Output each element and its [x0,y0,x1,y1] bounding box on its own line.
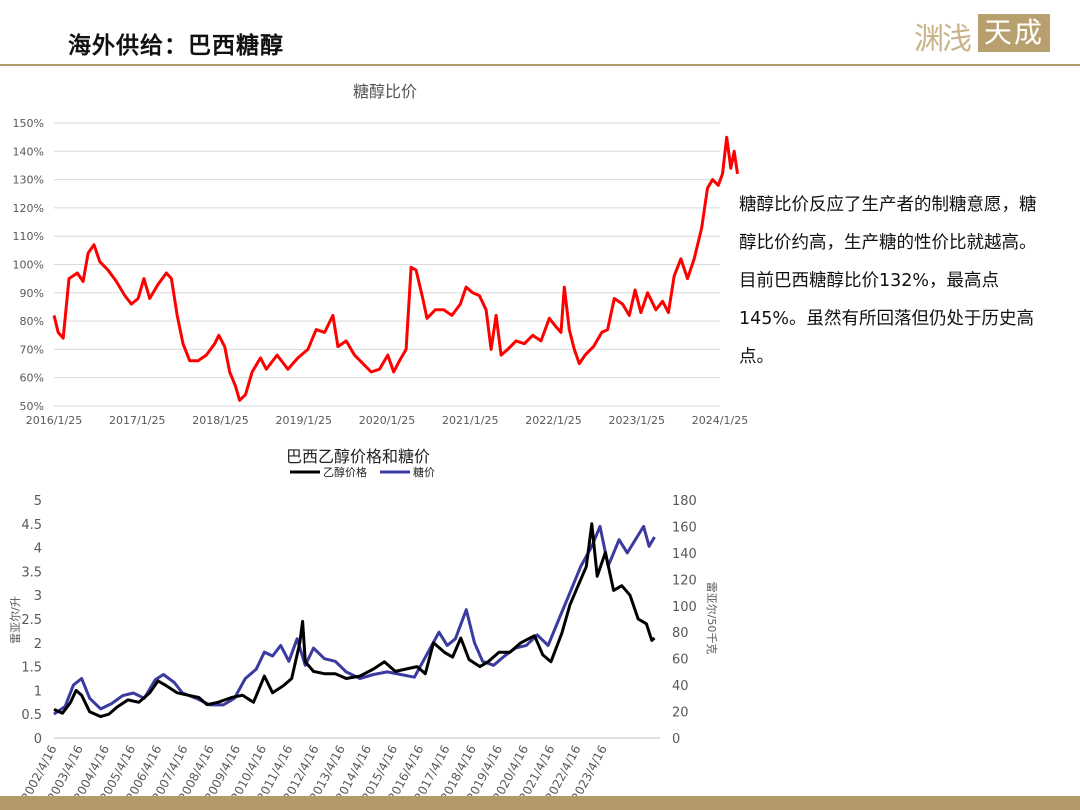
chart1-ytick-label: 70% [20,343,44,356]
chart2-sugar-line [53,524,656,716]
logo-box: 天成 [978,14,1050,52]
chart2-right-ytick-label: 180 [672,494,697,509]
chart1-ytick-label: 90% [20,287,44,300]
chart1-ytick-label: 140% [13,145,44,158]
chart1-xtick-label: 2024/1/25 [692,414,748,427]
chart1-ytick-label: 80% [20,315,44,328]
chart1-ytick-label: 60% [20,372,44,385]
chart1-xtick-label: 2016/1/25 [26,414,82,427]
chart1-ytick-label: 120% [13,202,44,215]
annotation-text: 糖醇比价反应了生产者的制糖意愿，糖醇比价约高，生产糖的性价比就越高。目前巴西糖醇… [739,195,1037,367]
chart1-title: 糖醇比价 [353,82,417,101]
brand-logo: 渊浅 天成 [914,12,1050,57]
chart2-right-ytick-label: 40 [672,679,689,694]
chart2-left-ytick-label: 2.5 [21,613,42,628]
chart1-xtick-label: 2019/1/25 [276,414,332,427]
chart2-ethanol-line [53,522,656,719]
chart2-right-ytick-label: 120 [672,573,697,588]
chart2-left-ytick-label: 4 [34,542,42,557]
chart1-ytick-label: 150% [13,117,44,130]
chart2-left-ytick-label: 2 [34,637,42,652]
chart2-left-ytick-label: 0.5 [21,708,42,723]
chart1-ytick-label: 50% [20,400,44,413]
chart2-left-ytick-label: 3.5 [21,565,42,580]
chart2-left-ytick-label: 0 [34,732,42,747]
chart2-title: 巴西乙醇价格和糖价 [286,447,430,466]
chart2-left-ytick-label: 5 [34,494,42,509]
chart2-right-ytick-label: 140 [672,547,697,562]
header-divider [0,64,1080,66]
chart2-left-ytick-label: 1.5 [21,661,42,676]
chart2-right-ytick-label: 60 [672,653,689,668]
chart1-ytick-label: 110% [13,230,44,243]
chart2-right-axis-title: 雷亚尔/50千克 [705,582,718,655]
chart2-right-ytick-label: 0 [672,732,680,747]
chart1-xtick-label: 2020/1/25 [359,414,415,427]
chart2-right-ytick-label: 20 [672,706,689,721]
chart2-left-ytick-label: 4.5 [21,518,42,533]
chart2-left-axis-title: 雷亚尔/升 [9,596,22,644]
chart2-right-ytick-label: 100 [672,600,697,615]
chart1-xtick-label: 2022/1/25 [525,414,581,427]
slide-title: 海外供给：巴西糖醇 [68,32,284,59]
logo-script: 渊浅 [914,22,972,57]
chart1-ratio-line [52,135,739,402]
chart2-right-ytick-label: 160 [672,520,697,535]
chart2-left-ytick-label: 3 [34,589,42,604]
chart1-xtick-label: 2021/1/25 [442,414,498,427]
chart1-xtick-label: 2018/1/25 [192,414,248,427]
footer-bar [0,796,1080,810]
chart1-ytick-label: 130% [13,174,44,187]
chart1-xtick-label: 2017/1/25 [109,414,165,427]
chart2-left-ytick-label: 1 [34,684,42,699]
chart1-xtick-label: 2023/1/25 [609,414,665,427]
legend-ethanol-label: 乙醇价格 [323,465,367,479]
chart1-ytick-label: 100% [13,259,44,272]
legend-sugar-label: 糖价 [413,465,435,479]
chart2-right-ytick-label: 80 [672,626,689,641]
